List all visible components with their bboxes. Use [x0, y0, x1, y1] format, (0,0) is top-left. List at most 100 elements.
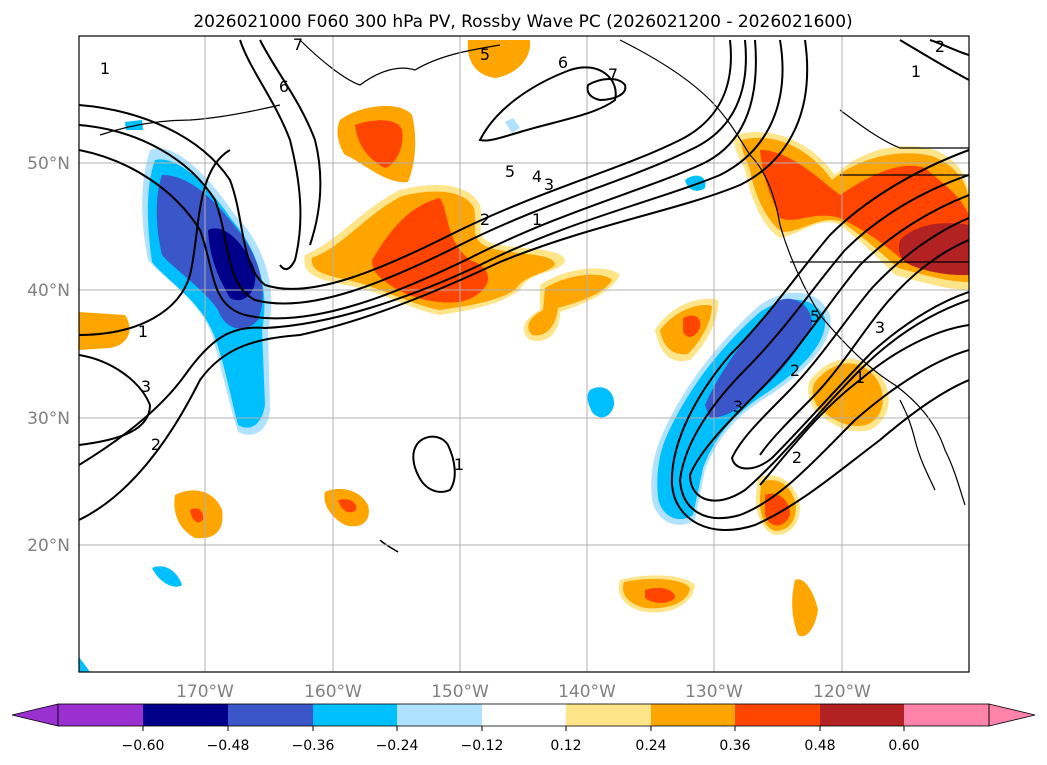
map-panel: 5 6 7 1 2 3 4 5 3 2 1 1 3 2 1 3 2 1 5 6 … — [78, 35, 970, 673]
contour-closed-1 — [412, 435, 456, 493]
y-tick-label: 40°N — [27, 281, 70, 301]
contour-trough-d — [678, 174, 969, 520]
contour-i — [259, 39, 322, 246]
contour-label: 2 — [151, 435, 161, 454]
colorbar-tick-label: 0.24 — [635, 738, 666, 754]
contour-label: 3 — [733, 397, 743, 416]
colorbar-tick-label: 0.48 — [804, 738, 835, 754]
colorbar-segment — [566, 704, 651, 726]
neg-blob-a — [587, 387, 615, 418]
contour-trough-b — [730, 217, 969, 470]
x-tick-label: 120°W — [813, 682, 871, 702]
contour-trough-e — [670, 149, 969, 531]
contour-label: 1 — [911, 62, 921, 81]
x-tick-label: 170°W — [176, 682, 234, 702]
coast-baja — [899, 399, 936, 491]
contour-d — [79, 149, 231, 336]
gridlines — [79, 36, 969, 672]
contour-labels: 5 6 7 1 2 3 4 5 3 2 1 1 3 2 1 3 2 1 5 6 … — [100, 35, 945, 474]
contour-label: 1 — [138, 322, 148, 341]
colorbar-tick-label: 0.60 — [888, 738, 919, 754]
colorbar-segment — [735, 704, 820, 726]
colorbar-tick-label: −0.36 — [292, 738, 335, 754]
contour-label: 1 — [454, 455, 464, 474]
contour-label: 7 — [608, 65, 618, 84]
colorbar-segment — [904, 704, 989, 726]
x-tick-label: 130°W — [685, 682, 743, 702]
colorbar-segment — [820, 704, 904, 726]
contour-trough-a — [688, 194, 969, 502]
y-axis-labels: 50°N 40°N 30°N 20°N — [27, 154, 70, 556]
hawaii-islands — [379, 539, 399, 553]
contour-label: 5 — [480, 45, 490, 64]
colorbar-segment — [58, 704, 143, 726]
colorbar-tick-label: −0.48 — [207, 738, 250, 754]
x-axis-labels: 170°W 160°W 150°W 140°W 130°W 120°W — [176, 682, 871, 702]
contour-label: 2 — [480, 210, 490, 229]
contour-trough-c — [759, 239, 969, 456]
neg-blob-f — [505, 118, 520, 133]
contour-label: 5 — [505, 162, 515, 181]
contour-trough-f — [759, 324, 969, 486]
pos-med-region-south-b — [645, 587, 675, 603]
contour-label: 1 — [100, 59, 110, 78]
pv-shading — [79, 40, 969, 672]
colorbar-segment — [143, 704, 228, 726]
contour-label: 6 — [279, 77, 289, 96]
x-tick-label: 150°W — [431, 682, 489, 702]
colorbar-segment — [397, 704, 482, 726]
contour-label: 7 — [293, 35, 303, 54]
pos-region-west-edge — [79, 312, 130, 350]
colorbar-segment — [651, 704, 735, 726]
pos-med-region-north-a — [355, 120, 403, 168]
colorbar-extend-high — [988, 703, 1036, 727]
contour-a — [79, 39, 732, 290]
contour-label: 1 — [855, 368, 865, 387]
coast-border-a — [839, 109, 969, 149]
contour-label: 4 — [532, 167, 542, 186]
y-tick-label: 30°N — [27, 409, 70, 429]
x-tick-label: 140°W — [558, 682, 616, 702]
colorbar-segment — [228, 704, 313, 726]
pos-med-region-mid-a — [683, 315, 701, 337]
contour-closed-7 — [586, 78, 627, 102]
contour-label: 6 — [558, 53, 568, 72]
contour-label: 2 — [935, 37, 945, 56]
contour-f — [79, 39, 809, 521]
x-tick-label: 160°W — [304, 682, 362, 702]
contour-ne-a — [899, 39, 969, 81]
colorbar-segment — [313, 704, 397, 726]
pos-med-region-hawaii — [338, 499, 357, 513]
contour-lines — [79, 39, 969, 531]
y-tick-label: 20°N — [27, 536, 70, 556]
contour-label: 3 — [141, 377, 151, 396]
colorbar-tick-label: −0.60 — [122, 738, 165, 754]
neg-blob-d — [125, 120, 143, 130]
contour-e — [79, 39, 784, 466]
colorbar-tick-label: −0.24 — [376, 738, 419, 754]
neg-blob-c — [152, 566, 182, 587]
contour-label: 1 — [532, 210, 542, 229]
y-tick-label: 50°N — [27, 154, 70, 174]
neg-blob-e — [79, 657, 90, 672]
contour-b — [79, 39, 747, 305]
contour-c — [79, 39, 757, 320]
map-frame — [78, 35, 970, 673]
colorbar-tick-label: 0.12 — [550, 738, 581, 754]
neg-med-region-se — [705, 298, 812, 418]
colorbar: −0.60 −0.48 −0.36 −0.24 −0.12 0.12 0.24 … — [11, 703, 1036, 754]
coast-aleutian — [99, 104, 281, 136]
map-title: 2026021000 F060 300 hPa PV, Rossby Wave … — [193, 12, 852, 32]
colorbar-ticks — [142, 726, 905, 731]
colorbar-frame — [57, 703, 990, 727]
contour-label: 3 — [544, 175, 554, 194]
contour-h — [239, 39, 302, 271]
contour-label: 2 — [792, 448, 802, 467]
colorbar-extend-low — [11, 703, 59, 727]
contour-g — [79, 354, 152, 446]
contour-label: 5 — [810, 307, 820, 326]
colorbar-tick-label: −0.12 — [461, 738, 504, 754]
pos-med-region-sw-a — [190, 508, 204, 523]
pos-region-south-c — [792, 579, 818, 637]
